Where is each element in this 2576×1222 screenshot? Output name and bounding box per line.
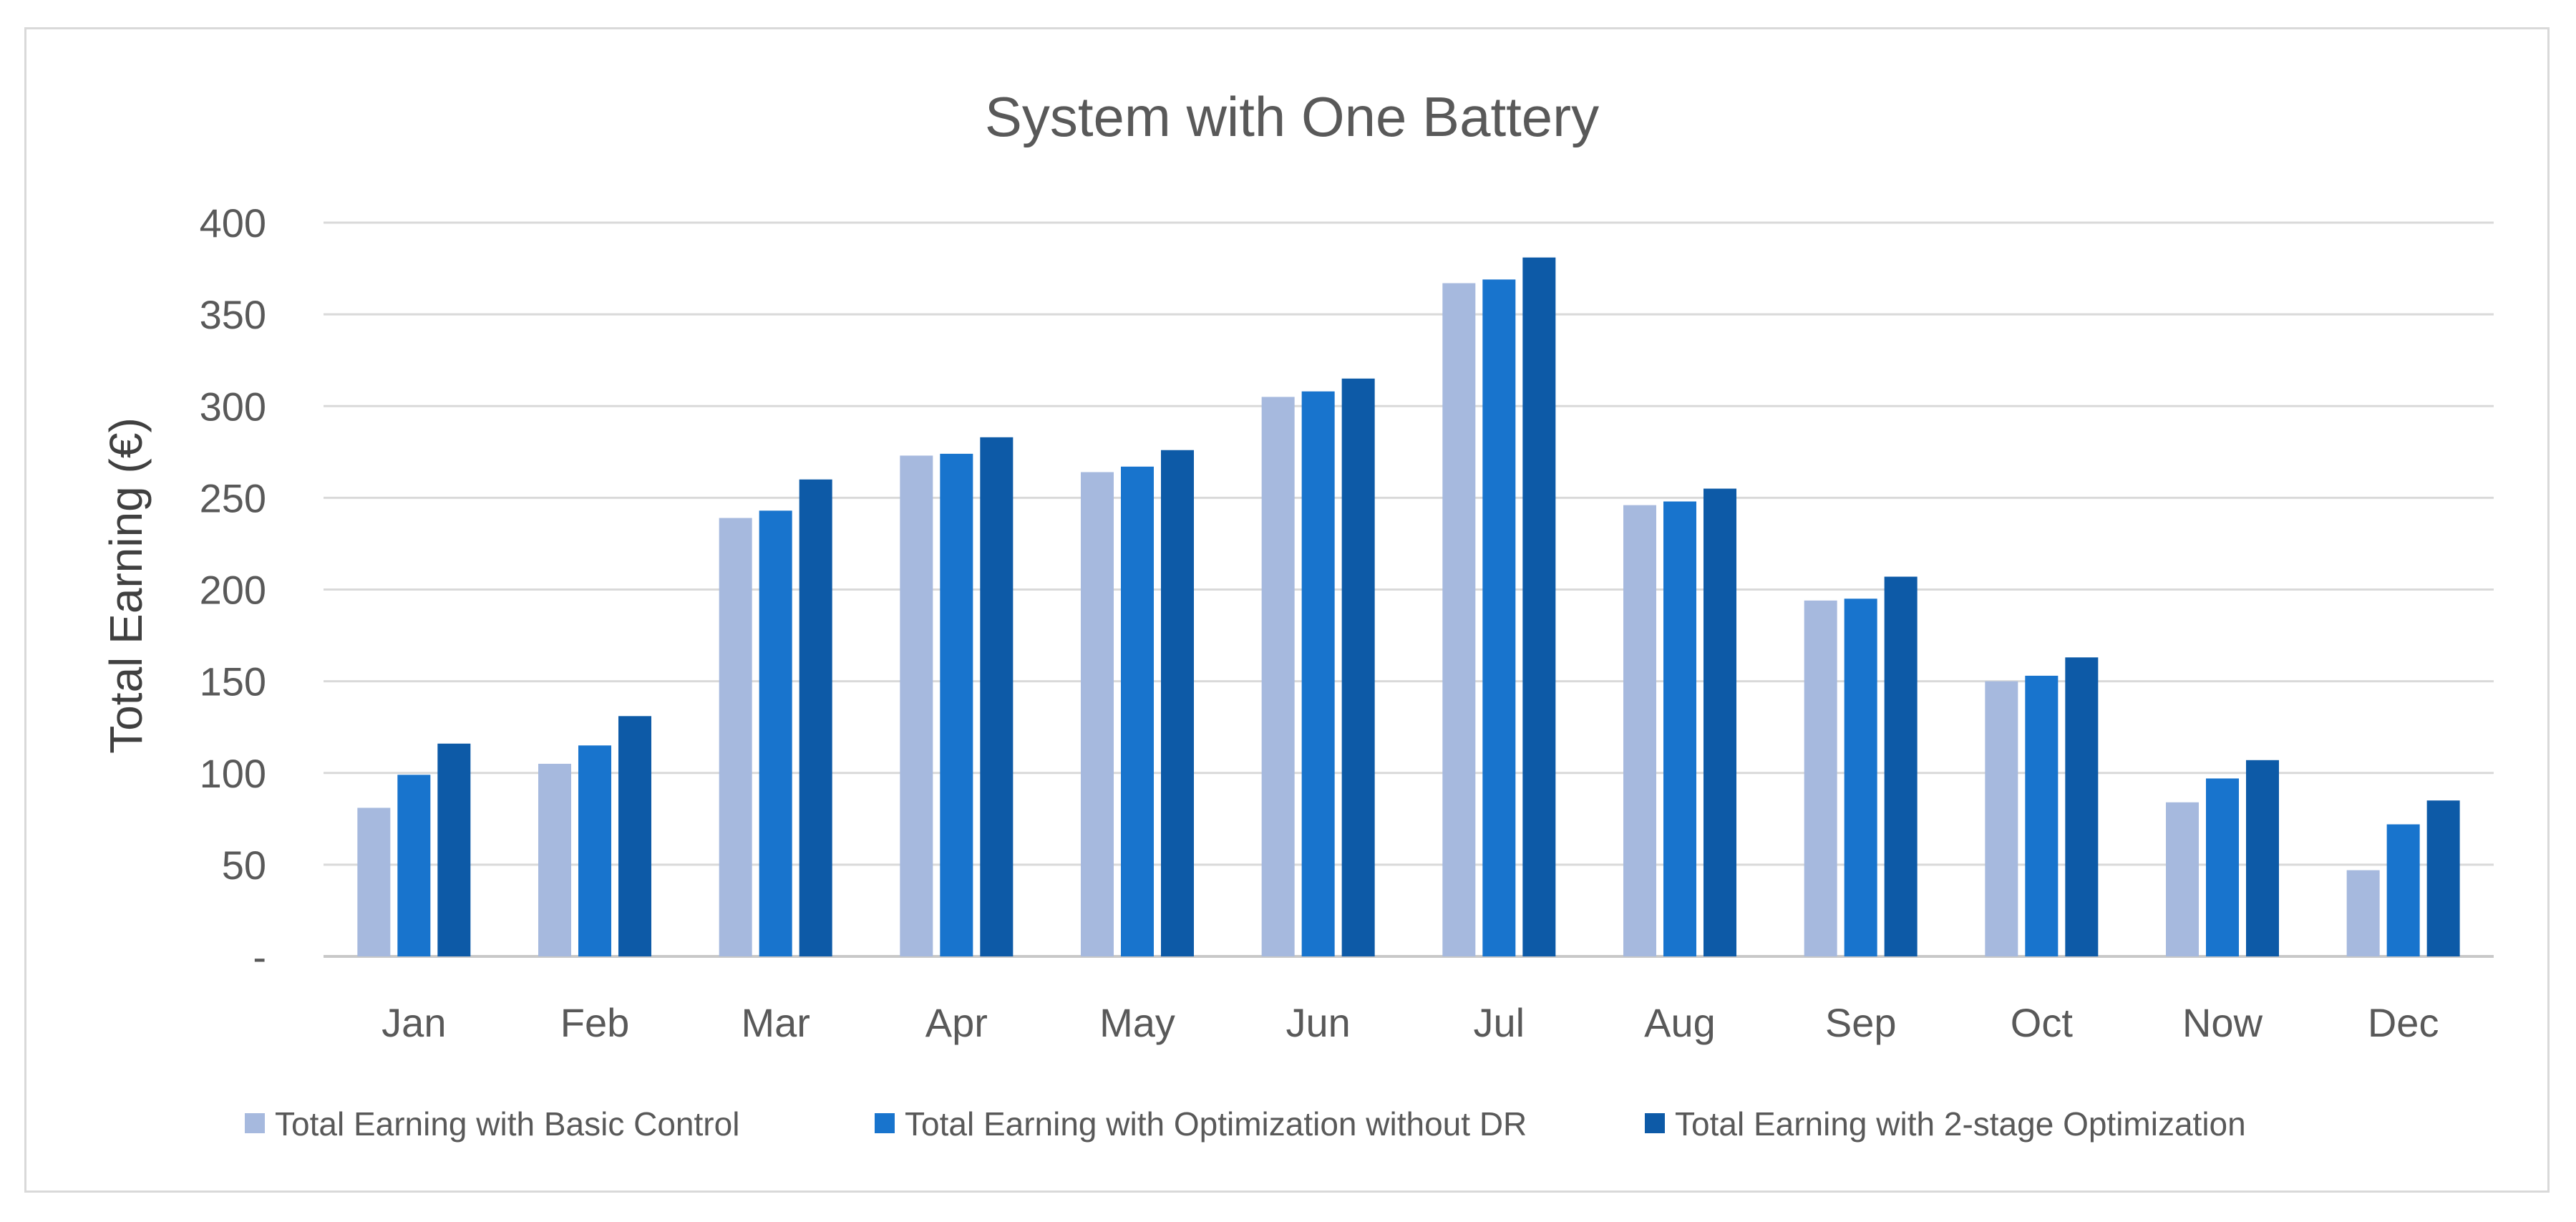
x-tick-label: Jun [1286, 1000, 1351, 1045]
bar-aug-series-2 [1663, 501, 1696, 956]
y-tick-label: 100 [200, 751, 266, 796]
bar-jun-series-1 [1261, 397, 1295, 956]
bar-jan-series-1 [357, 808, 391, 956]
x-tick-label: Oct [2011, 1000, 2074, 1045]
y-tick-label: 200 [200, 568, 266, 613]
bar-apr-series-1 [900, 455, 933, 956]
bar-aug-series-3 [1703, 488, 1736, 956]
bar-may-series-2 [1121, 466, 1154, 956]
x-tick-label: Apr [925, 1000, 988, 1045]
y-tick-label: 150 [200, 659, 266, 704]
bar-jan-series-3 [437, 743, 471, 956]
bar-oct-series-3 [2065, 657, 2099, 956]
bar-now-series-3 [2246, 760, 2279, 956]
chart-title: System with One Battery [985, 85, 1599, 148]
bar-feb-series-1 [538, 763, 571, 956]
bar-apr-series-3 [980, 437, 1014, 956]
bar-now-series-2 [2206, 778, 2239, 956]
x-axis-ticks: Jan Feb Mar Apr May Jun Jul Aug Sep Oct Now Dec [381, 1000, 2439, 1045]
bar-sep-series-1 [1804, 600, 1837, 956]
legend-swatch [245, 1113, 265, 1133]
bar-oct-series-1 [1985, 681, 2018, 956]
bar-feb-series-3 [618, 716, 651, 956]
y-tick-label: 350 [200, 292, 266, 337]
bar-may-series-1 [1081, 472, 1114, 956]
x-tick-label: Mar [741, 1000, 810, 1045]
bar-mar-series-1 [719, 518, 752, 956]
bar-mar-series-2 [759, 510, 792, 956]
gridlines [324, 221, 2494, 958]
bar-jan-series-2 [397, 775, 431, 956]
bar-jul-series-2 [1482, 279, 1516, 956]
y-tick-label: 250 [200, 475, 266, 520]
legend-label: Total Earning with 2-stage Optimization [1675, 1105, 2246, 1143]
bars [357, 257, 2460, 956]
bar-aug-series-1 [1623, 505, 1656, 956]
x-tick-label: Jan [381, 1000, 446, 1045]
bar-jul-series-1 [1442, 283, 1476, 956]
bar-dec-series-1 [2346, 870, 2380, 956]
bar-dec-series-2 [2386, 824, 2420, 956]
bar-jun-series-2 [1301, 391, 1335, 956]
bar-sep-series-2 [1844, 598, 1877, 956]
bar-may-series-3 [1161, 450, 1194, 956]
bar-feb-series-2 [578, 745, 611, 956]
bar-dec-series-3 [2426, 800, 2460, 956]
x-tick-label: Sep [1825, 1000, 1897, 1045]
legend: Total Earning with Basic Control Total Ea… [245, 1105, 2246, 1143]
legend-label: Total Earning with Optimization without … [905, 1105, 1527, 1143]
legend-swatch [1645, 1113, 1665, 1133]
legend-label: Total Earning with Basic Control [275, 1105, 739, 1143]
y-tick-label: - [253, 934, 266, 979]
legend-swatch [875, 1113, 895, 1133]
x-tick-label: Aug [1644, 1000, 1716, 1045]
y-tick-label: 50 [222, 843, 266, 888]
bar-jul-series-3 [1522, 257, 1556, 956]
bar-jun-series-3 [1341, 378, 1375, 956]
bar-mar-series-3 [799, 479, 832, 956]
x-tick-label: Feb [560, 1000, 630, 1045]
bar-oct-series-2 [2025, 675, 2059, 956]
bar-apr-series-2 [940, 453, 973, 956]
x-tick-label: May [1099, 1000, 1175, 1045]
y-tick-label: 400 [200, 200, 266, 246]
bar-sep-series-3 [1884, 576, 1918, 956]
y-tick-label: 300 [200, 384, 266, 429]
y-axis-label: Total Earning (€) [100, 417, 152, 754]
x-tick-label: Now [2182, 1000, 2263, 1045]
x-tick-label: Dec [2368, 1000, 2439, 1045]
y-axis-ticks: - 50 100 150 200 250 300 350 400 [200, 200, 266, 979]
bar-now-series-1 [2166, 802, 2199, 956]
x-tick-label: Jul [1474, 1000, 1525, 1045]
